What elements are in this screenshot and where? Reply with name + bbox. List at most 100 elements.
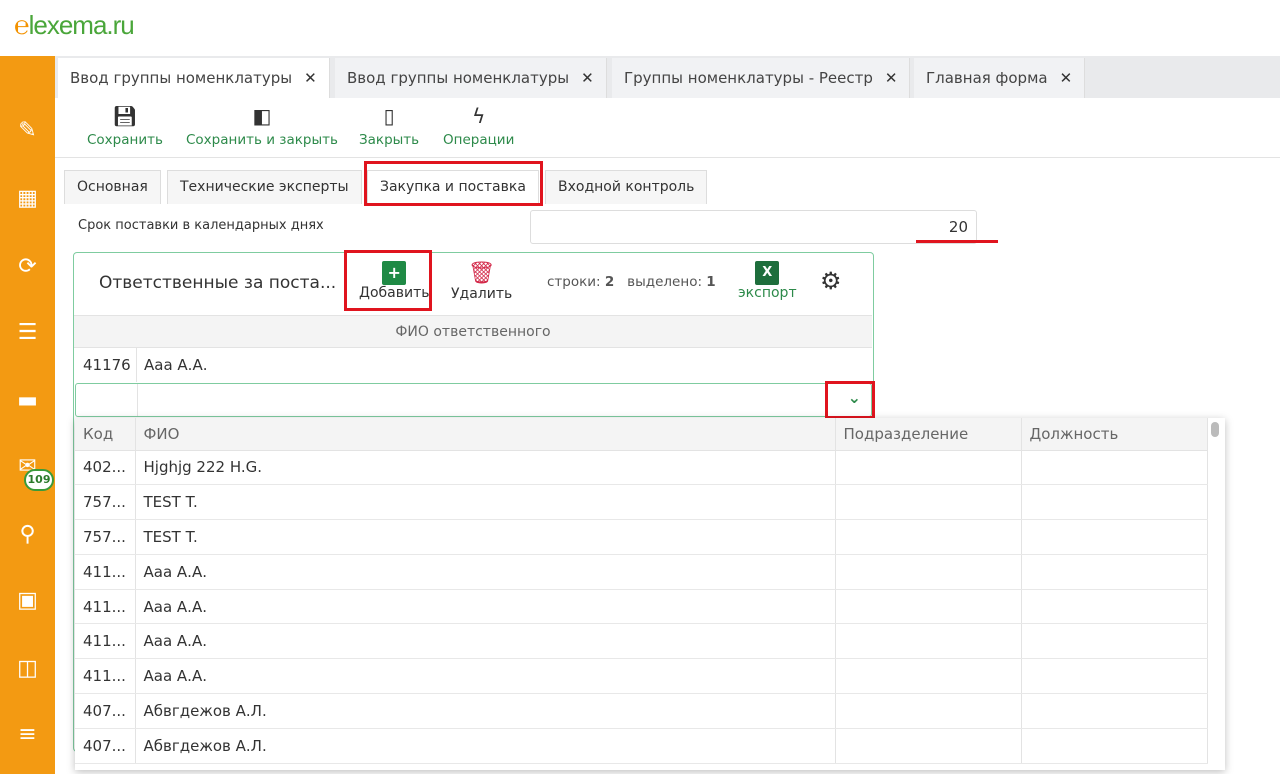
close-icon[interactable]: ✕ bbox=[884, 69, 898, 87]
col-department: Подразделение bbox=[835, 418, 1022, 451]
dropdown-list: Код ФИО Подразделение Должность 402... Hj… bbox=[75, 418, 1225, 770]
cell: Ааа А.А. bbox=[135, 658, 836, 695]
responsible-panel: Ответственные за поста... + Добавить 🗑︎ Уд… bbox=[73, 252, 874, 752]
close-button[interactable]: ▯ Закрыть bbox=[359, 104, 420, 148]
panel-title: Ответственные за поста... bbox=[99, 273, 337, 293]
operations-button[interactable]: ϟ Операции bbox=[443, 104, 515, 148]
schedule-icon[interactable]: ◫ bbox=[17, 656, 38, 681]
dropdown-row[interactable]: 407... Абвгдежов А.Л. bbox=[75, 728, 1208, 764]
download-list-icon[interactable]: ☰ bbox=[17, 320, 38, 345]
logo: ℮lexema.ru bbox=[14, 10, 135, 40]
cell bbox=[1021, 450, 1208, 486]
folder-icon[interactable]: ▬ bbox=[17, 388, 38, 413]
save-button[interactable]: 💾︎ Сохранить bbox=[87, 104, 163, 148]
pencil-icon[interactable]: ✎ bbox=[18, 118, 37, 143]
dropdown-row[interactable]: 757... TEST T. bbox=[75, 519, 1208, 555]
row-counter: строки: 2 выделено: 1 bbox=[547, 274, 716, 290]
close-icon[interactable]: ✕ bbox=[1059, 69, 1073, 87]
col-position: Должность bbox=[1021, 418, 1208, 451]
door-icon: ▯ bbox=[383, 104, 395, 128]
cell: 411... bbox=[75, 658, 136, 695]
close-icon[interactable]: ✕ bbox=[581, 69, 594, 87]
save-close-icon: ◧ bbox=[252, 104, 272, 128]
cell: Абвгдежов А.Л. bbox=[135, 728, 836, 764]
cell bbox=[835, 658, 1022, 695]
add-button[interactable]: + Добавить bbox=[359, 261, 430, 301]
cell bbox=[835, 693, 1022, 729]
tab-1[interactable]: Ввод группы номенклатуры ✕ bbox=[58, 58, 330, 98]
tab-tech-experts[interactable]: Технические эксперты bbox=[167, 170, 362, 204]
chevron-down-icon[interactable]: ⌄ bbox=[847, 388, 861, 407]
tab-2[interactable]: Ввод группы номенклатуры ✕ bbox=[335, 58, 607, 98]
lightning-icon: ϟ bbox=[472, 104, 486, 128]
cell bbox=[1021, 693, 1208, 729]
cell bbox=[1021, 589, 1208, 625]
sync-icon[interactable]: ⟳ bbox=[18, 254, 37, 279]
tab-3[interactable]: Группы номенклатуры - Реестр ✕ bbox=[612, 58, 911, 98]
delete-button[interactable]: 🗑︎ Удалить bbox=[451, 261, 513, 302]
cell bbox=[835, 623, 1022, 660]
cell bbox=[1021, 658, 1208, 695]
table-row[interactable]: 41176 Ааа А.А. bbox=[74, 348, 872, 382]
tab-bar: Ввод группы номенклатуры ✕ Ввод группы но… bbox=[55, 56, 1280, 98]
plus-icon: + bbox=[382, 261, 407, 285]
mail-badge: 109 bbox=[24, 469, 54, 491]
dropdown-row[interactable]: 411... Ааа А.А. bbox=[75, 658, 1208, 695]
col-fio: ФИО bbox=[135, 418, 836, 451]
cell bbox=[1021, 623, 1208, 660]
cell: Ааа А.А. bbox=[135, 554, 836, 590]
cell bbox=[1021, 484, 1208, 521]
column-header[interactable]: ФИО ответственного bbox=[74, 315, 872, 348]
cell bbox=[835, 589, 1022, 625]
save-close-button[interactable]: ◧ Сохранить и закрыть bbox=[186, 104, 338, 148]
scrollbar[interactable] bbox=[1211, 422, 1219, 437]
cell: Абвгдежов А.Л. bbox=[135, 693, 836, 729]
delivery-days-input[interactable]: 20 bbox=[530, 210, 977, 244]
dropdown-row[interactable]: 407... Абвгдежов А.Л. bbox=[75, 693, 1208, 729]
cell: 407... bbox=[75, 693, 136, 729]
highlight-box bbox=[344, 250, 432, 311]
trash-icon: 🗑︎ bbox=[467, 261, 496, 286]
cell bbox=[835, 450, 1022, 486]
close-icon[interactable]: ✕ bbox=[304, 69, 317, 87]
cell: 411... bbox=[75, 589, 136, 625]
excel-icon: X bbox=[755, 261, 780, 285]
floppy-icon: 💾︎ bbox=[112, 104, 138, 128]
delivery-days-label: Срок поставки в календарных днях bbox=[78, 218, 324, 233]
fio-select-input[interactable]: ⌄ bbox=[75, 383, 872, 417]
tab-purchase[interactable]: Закупка и поставка bbox=[367, 170, 539, 204]
highlight-underline bbox=[916, 240, 998, 243]
cell bbox=[1021, 728, 1208, 764]
dropdown-row[interactable]: 757... TEST T. bbox=[75, 484, 1208, 521]
cell bbox=[835, 484, 1022, 521]
col-code: Код bbox=[75, 418, 136, 451]
cell: TEST T. bbox=[135, 519, 836, 555]
cell bbox=[835, 519, 1022, 555]
cell bbox=[835, 554, 1022, 590]
search-icon[interactable]: ⚲ bbox=[19, 522, 36, 547]
highlight-box bbox=[364, 161, 543, 206]
sidebar: ✎ ▦ ⟳ ☰ ▬ ✉ ⚲ ▣ ◫ ≡ bbox=[0, 56, 55, 774]
highlight-box bbox=[825, 381, 875, 419]
dropdown-row[interactable]: 411... Ааа А.А. bbox=[75, 589, 1208, 625]
gear-icon[interactable]: ⚙ bbox=[820, 267, 842, 295]
checklist-icon[interactable]: ≡ bbox=[18, 722, 37, 747]
qr-code-icon[interactable]: ▦ bbox=[17, 186, 38, 211]
cell: Ааа А.А. bbox=[135, 589, 836, 625]
tab-incoming-control[interactable]: Входной контроль bbox=[545, 170, 708, 204]
tab-4[interactable]: Главная форма ✕ bbox=[914, 58, 1086, 98]
cell: Ааа А.А. bbox=[135, 623, 836, 660]
cell bbox=[835, 728, 1022, 764]
dropdown-row[interactable]: 402... Hjghjg 222 H.G. bbox=[75, 450, 1208, 486]
cell: 407... bbox=[75, 728, 136, 764]
dropdown-row[interactable]: 411... Ааа А.А. bbox=[75, 623, 1208, 660]
cell: Hjghjg 222 H.G. bbox=[135, 450, 836, 486]
tab-main[interactable]: Основная bbox=[64, 170, 161, 204]
cell: 411... bbox=[75, 554, 136, 590]
calendar-icon[interactable]: ▣ bbox=[17, 588, 38, 613]
dropdown-row[interactable]: 411... Ааа А.А. bbox=[75, 554, 1208, 590]
toolbar: 💾︎ Сохранить ◧ Сохранить и закрыть ▯ Закрыт… bbox=[55, 98, 1280, 158]
cell: 757... bbox=[75, 519, 136, 555]
cell bbox=[1021, 554, 1208, 590]
